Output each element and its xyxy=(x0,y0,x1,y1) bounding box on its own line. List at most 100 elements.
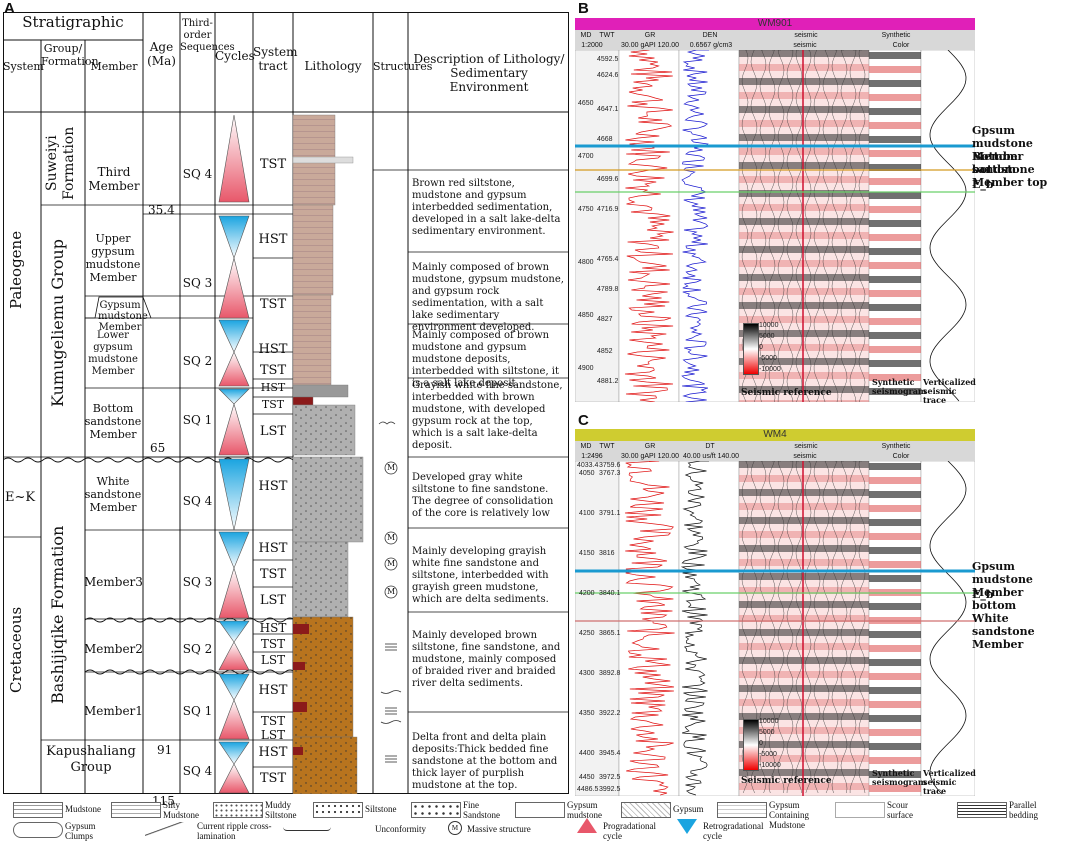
synthetic-band xyxy=(869,206,921,213)
well-b-colorbar-tick: 5000 xyxy=(759,333,775,340)
seismic-wiggle xyxy=(768,50,776,402)
synthetic-band xyxy=(869,603,921,610)
synthetic-band xyxy=(869,547,921,554)
header-lithology: Lithology xyxy=(304,59,362,73)
well-c-depth: 4100 xyxy=(579,510,595,517)
well-c-tracks xyxy=(575,461,975,796)
legend-swatch xyxy=(411,802,461,818)
tract: TST xyxy=(259,297,287,312)
annotation-gypsum-bottom-b: Gpsum mudstone Member bottom xyxy=(972,124,1033,176)
vertical-trace-track xyxy=(920,50,975,402)
seismic-wiggle xyxy=(759,50,767,402)
legend-label: Muddy Siltstone xyxy=(265,800,297,820)
header-stratigraphic: Stratigraphic xyxy=(22,13,124,31)
tract: HST xyxy=(258,541,288,556)
well-c-depth: 4150 xyxy=(579,550,595,557)
well-c-depth: 4300 xyxy=(579,670,595,677)
seismic-band xyxy=(739,330,869,337)
progradational-icon xyxy=(577,818,597,833)
massive-structure-icon: M xyxy=(448,821,462,835)
well-b-seismic-reference: Seismic reference xyxy=(741,388,832,398)
well-c-depth: 4450 xyxy=(579,774,595,781)
seismic-wiggle xyxy=(849,461,857,793)
legend-label: Siltstone xyxy=(365,804,397,814)
seismic-wiggle xyxy=(813,461,821,794)
tract: TST xyxy=(259,157,287,172)
well-b-col: GR xyxy=(644,32,656,39)
well-c-twt: 3816 xyxy=(599,550,615,557)
synthetic-band xyxy=(869,673,921,680)
synthetic-band xyxy=(869,164,921,171)
well-c-dt-range: 40.00 us/ft 140.00 xyxy=(682,453,740,460)
well-b-depth: 4700 xyxy=(578,153,594,160)
panel-c-label: C xyxy=(578,412,589,429)
seismic-band xyxy=(739,769,869,776)
seismic-wiggle xyxy=(858,461,866,794)
sequence: SQ 1 xyxy=(182,704,213,718)
seismic-band xyxy=(739,461,869,468)
synthetic-band xyxy=(869,505,921,512)
annotation-bottom-sandstone-top: Bottom sandstone Member top xyxy=(972,150,1048,189)
member-gypsum-mudstone: Gypsum mudstone Member xyxy=(98,300,148,333)
seismic-band xyxy=(739,78,869,85)
group-kumugeliemu: Kumugeliemu Group xyxy=(48,239,67,407)
tract: TST xyxy=(259,771,287,786)
well-c-vertical-label: Verticalized seismic trace xyxy=(923,768,976,796)
header-description: Description of Lithology/ Sedimentary En… xyxy=(413,52,565,94)
header-cycles: Cycles xyxy=(215,49,255,63)
legend-label: Parallel bedding xyxy=(1009,800,1038,820)
synthetic-band xyxy=(869,659,921,666)
synthetic-band xyxy=(869,276,921,283)
synthetic-band xyxy=(869,561,921,568)
synthetic-band xyxy=(869,477,921,484)
depth-track xyxy=(575,50,620,402)
legend-swatch xyxy=(13,822,63,838)
seismic-band xyxy=(739,671,869,678)
well-c-colorbar-tick: -5000 xyxy=(759,751,777,758)
log-track-2 xyxy=(678,50,740,402)
seismic-band xyxy=(739,587,869,594)
seismic-band xyxy=(739,475,869,482)
synthetic-band xyxy=(869,108,921,115)
well-b-depth: 4900 xyxy=(578,365,594,372)
well-c-colorbar xyxy=(743,719,759,771)
synthetic-band xyxy=(869,757,921,764)
synthetic-band xyxy=(869,491,921,498)
seismic-band xyxy=(739,783,869,790)
legend-label: Retrogradational cycle xyxy=(703,821,764,841)
member-1: Member1 xyxy=(84,704,143,718)
tract: TST xyxy=(260,637,286,651)
synthetic-band xyxy=(869,66,921,73)
well-c-col: TWT xyxy=(599,443,615,450)
seismic-wiggle xyxy=(831,50,839,402)
sequence: SQ 4 xyxy=(182,167,213,181)
seismic-band xyxy=(739,358,869,365)
seismic-band xyxy=(739,400,869,402)
seismic-band xyxy=(739,755,869,762)
well-b-vertical-label: Verticalized seismic trace xyxy=(923,377,976,405)
seismic-band xyxy=(739,302,869,309)
tract: TST xyxy=(261,398,285,411)
member-white-sandstone: White sandstone Member xyxy=(84,475,142,514)
tract: HST xyxy=(258,745,288,760)
seismic-band xyxy=(739,120,869,127)
tract: HST xyxy=(258,232,288,247)
well-c-twt: 3892.8 xyxy=(599,670,621,677)
seismic-band xyxy=(739,489,869,496)
legend-swatch xyxy=(621,802,671,818)
description-8: Delta front and delta plain deposits:Thi… xyxy=(412,732,558,791)
synthetic-band xyxy=(869,701,921,708)
legend-label: Fine Sandstone xyxy=(463,800,500,820)
legend: Mudstone Silty Mudstone Muddy Siltstone … xyxy=(3,800,1063,845)
seismic-band xyxy=(739,685,869,692)
well-b-twt: 4592.5 xyxy=(597,56,619,63)
seismic-band xyxy=(739,657,869,664)
gr-log-curve xyxy=(624,461,675,796)
well-c-col: MD xyxy=(580,443,592,450)
synthetic-band xyxy=(869,220,921,227)
synthetic-band xyxy=(869,122,921,129)
log-track-1 xyxy=(618,50,680,402)
well-b-depth: 4800 xyxy=(578,259,594,266)
synthetic-band xyxy=(869,463,921,470)
gr-log-curve xyxy=(624,50,674,402)
